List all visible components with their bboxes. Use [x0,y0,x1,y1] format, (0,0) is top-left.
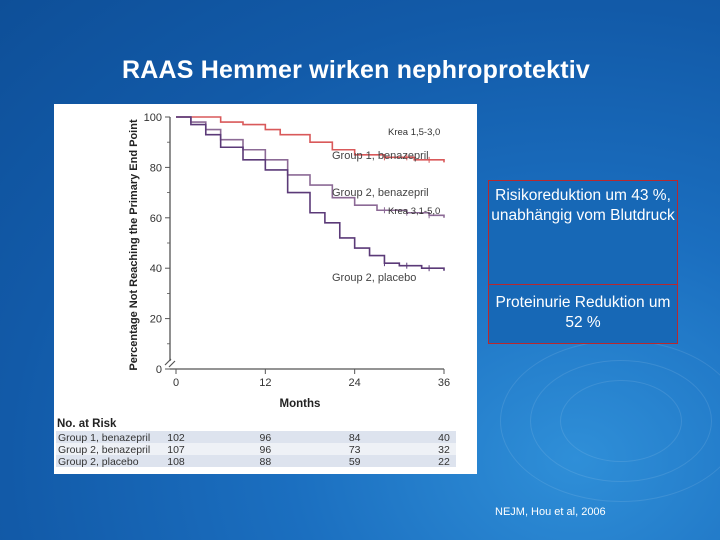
risk-reduction-text: Risikoreduktion um 43 %, unabhängig vom … [491,187,675,224]
risk-table-cell: 96 [259,444,271,456]
kaplan-meier-chart: 0 20 40 60 80 100 0 12 24 36 Months Percentage Not … [56,112,456,468]
annotation-krea-high: Krea 3,1-5,0 [388,206,440,217]
y-tick-label: 40 [150,263,162,275]
risk-table-row [56,455,456,467]
x-tick-label: 0 [173,377,179,389]
curve-group-2-placebo [176,116,445,271]
risk-table-cell: 40 [438,432,450,444]
x-tick-label: 12 [259,377,271,389]
curve-group-1-benazepril [176,116,445,163]
ripple-decoration [500,340,720,502]
risk-table-row [56,431,456,443]
series-label: Group 1, benazepril [332,150,429,162]
risk-table-cell: 32 [438,444,450,456]
proteinuria-text: Proteinurie Reduktion um 52 % [495,294,671,331]
risk-table-row-label: Group 1, benazepril [58,432,150,444]
kaplan-meier-figure: 0 20 40 60 80 100 0 12 24 36 Months Percentage Not … [54,104,477,474]
risk-table-cell: 59 [349,456,361,468]
risk-table-cell: 107 [167,444,185,456]
x-axis-label: Months [280,398,321,410]
risk-reduction-box: Risikoreduktion um 43 %, unabhängig vom … [488,180,678,286]
risk-table-cell: 73 [349,444,361,456]
y-tick-label: 60 [150,213,162,225]
y-tick-label: 80 [150,162,162,174]
risk-table-cell: 84 [349,432,361,444]
annotation-krea-low: Krea 1,5-3,0 [388,127,440,138]
slide-title: RAAS Hemmer wirken nephroprotektiv [122,56,591,84]
risk-table-row [56,443,456,455]
series-label: Group 2, placebo [332,272,416,284]
risk-table-row-label: Group 2, placebo [58,456,139,468]
series-label: Group 2, benazepril [332,187,429,199]
y-tick-label: 100 [144,112,162,124]
y-tick-label: 0 [156,364,162,376]
risk-table-cell: 96 [259,432,271,444]
y-tick-label: 20 [150,314,162,326]
x-tick-label: 36 [438,377,450,389]
axis-break-mark [164,358,176,368]
risk-table-row-label: Group 2, benazepril [58,444,150,456]
citation: NEJM, Hou et al, 2006 [495,506,606,518]
x-tick-label: 24 [349,377,361,389]
risk-table-cell: 102 [167,432,185,444]
risk-table-cell: 22 [438,456,450,468]
risk-table-title: No. at Risk [57,418,117,430]
y-axis-label: Percentage Not Reaching the Primary End … [128,119,140,371]
risk-table-cell: 88 [259,456,271,468]
proteinuria-box: Proteinurie Reduktion um 52 % [488,284,678,344]
risk-table-cell: 108 [167,456,185,468]
